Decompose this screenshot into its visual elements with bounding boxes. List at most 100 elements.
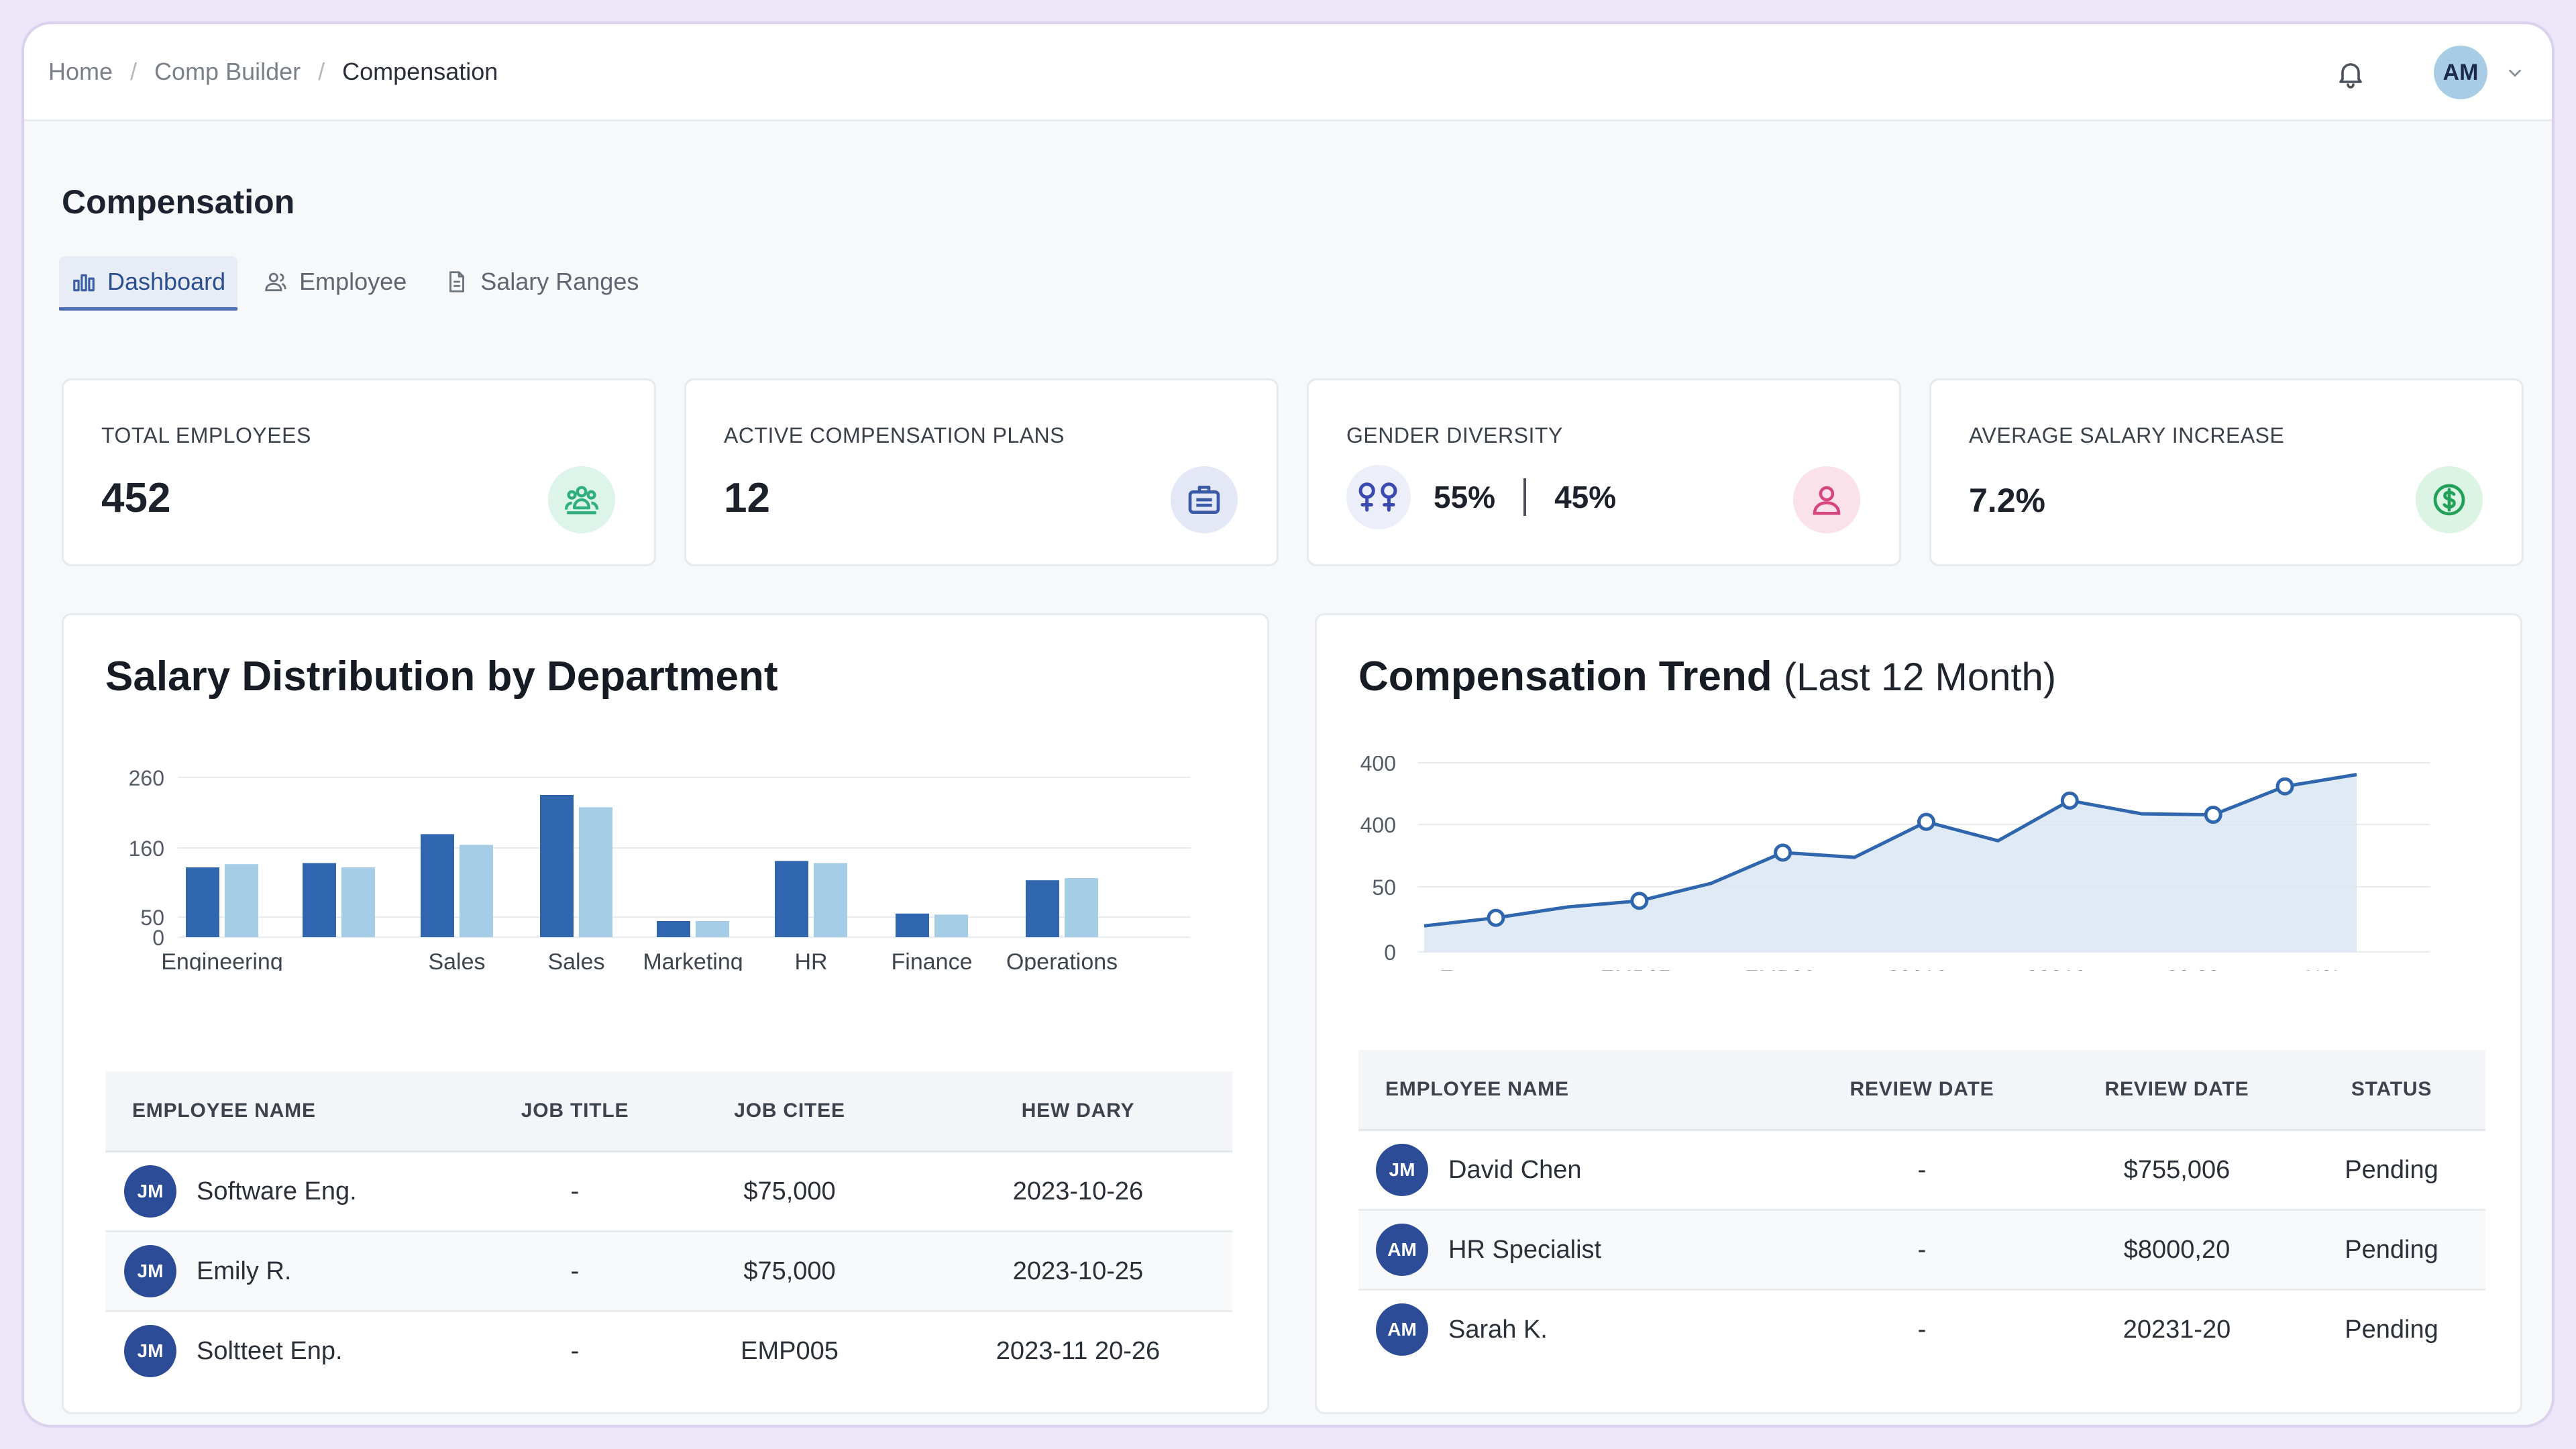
table-header: EMPLOYEE NAME JOB TITLE JOB CITEE HEW DA… xyxy=(105,1071,1232,1152)
column-header: REVIEW DATE xyxy=(1849,1078,1994,1100)
employee-name: HR Specialist xyxy=(1448,1235,1602,1264)
y-tick-label: 400 xyxy=(1360,756,1396,775)
chevron-down-icon[interactable] xyxy=(2504,62,2526,85)
person-icon xyxy=(1793,466,1860,533)
compensation-trend-panel: Compensation Trend (Last 12 Month) 400 40… xyxy=(1315,613,2522,1414)
bar xyxy=(696,921,729,937)
bar xyxy=(421,834,454,937)
stat-value: 12 xyxy=(724,475,770,521)
x-tick-label: Sales xyxy=(547,949,604,971)
bell-icon[interactable] xyxy=(2332,55,2369,93)
job-title: - xyxy=(570,1177,580,1205)
table-row[interactable]: JM Soltteet Enp. - EMP005 2023-11 20-26 xyxy=(105,1312,1232,1390)
data-point xyxy=(1917,812,1935,831)
breadcrumb-home[interactable]: Home xyxy=(48,58,113,85)
x-tick-label: Engineering xyxy=(161,949,282,971)
breadcrumb-separator: / xyxy=(318,58,325,85)
x-tick-label: Marketing xyxy=(643,949,743,971)
stat-card-salary-increase: AVERAGE SALARY INCREASE 7.2% xyxy=(1929,378,2524,566)
compensation-trend-chart: 400 400 50 0 Emrge EMP07 EMP06 20016 20016 20 22 N… xyxy=(1360,756,2430,971)
review-date: - xyxy=(1917,1155,1927,1184)
y-tick-label: 50 xyxy=(140,906,164,930)
gender-value-a: 55% xyxy=(1434,480,1496,515)
data-point xyxy=(2204,806,2222,824)
gender-values: 55% 45% xyxy=(1346,464,1616,531)
team-icon xyxy=(548,466,615,533)
review-value: 20231-20 xyxy=(2123,1315,2231,1344)
column-header: HEW DARY xyxy=(1021,1099,1135,1122)
column-header: JOB CITEE xyxy=(734,1099,845,1122)
area-fill xyxy=(1424,774,2357,952)
gender-symbol-icon xyxy=(1346,465,1411,529)
tab-salary-ranges[interactable]: Salary Ranges xyxy=(432,256,651,307)
avatar: AM xyxy=(1376,1224,1428,1276)
column-header: STATUS xyxy=(2351,1078,2432,1100)
hire-date: 2023-11 20-26 xyxy=(996,1336,1161,1365)
y-tick-label: 0 xyxy=(1384,941,1396,965)
review-value: $8000,20 xyxy=(2123,1235,2231,1264)
bar xyxy=(1065,878,1098,937)
employee-name: David Chen xyxy=(1448,1155,1582,1184)
stat-value: 7.2% xyxy=(1969,482,2045,519)
data-point xyxy=(1487,908,1505,927)
employee-name: Sarah K. xyxy=(1448,1315,1548,1344)
breadcrumb-comp-builder[interactable]: Comp Builder xyxy=(154,58,301,85)
tab-label: Salary Ranges xyxy=(480,268,639,295)
briefcase-icon xyxy=(1171,466,1238,533)
bar xyxy=(775,861,808,937)
table-row[interactable]: JM David Chen - $755,006 Pending xyxy=(1358,1131,2485,1211)
y-tick-label: 400 xyxy=(1360,813,1396,837)
stat-label: AVERAGE SALARY INCREASE xyxy=(1969,423,2285,447)
bar xyxy=(896,913,929,937)
review-date: - xyxy=(1917,1315,1927,1344)
data-point xyxy=(1774,843,1792,862)
avatar: JM xyxy=(124,1245,176,1297)
job-title: - xyxy=(570,1336,580,1365)
table-row[interactable]: AM Sarah K. - 20231-20 Pending xyxy=(1358,1291,2485,1368)
panel-title-main: Compensation Trend xyxy=(1358,653,1772,700)
bar xyxy=(303,863,336,937)
tab-label: Employee xyxy=(299,268,407,295)
x-tick-label: 20016 xyxy=(2027,966,2086,971)
table-row[interactable]: AM HR Specialist - $8000,20 Pending xyxy=(1358,1211,2485,1291)
tab-dashboard[interactable]: Dashboard xyxy=(59,256,238,311)
job-value: EMP005 xyxy=(741,1336,839,1365)
review-date: - xyxy=(1917,1235,1927,1264)
data-point xyxy=(1630,892,1649,910)
x-tick-label: Operations xyxy=(1006,949,1118,971)
data-point xyxy=(2060,791,2079,810)
tab-label: Dashboard xyxy=(107,268,226,295)
bar-chart-icon xyxy=(71,268,98,295)
tab-employee[interactable]: Employee xyxy=(251,256,419,307)
stat-label: GENDER DIVERSITY xyxy=(1346,423,1563,447)
breadcrumb-separator: / xyxy=(130,58,138,85)
trend-line xyxy=(1424,773,2357,928)
column-header: JOB TITLE xyxy=(521,1099,629,1122)
salary-table: EMPLOYEE NAME JOB TITLE JOB CITEE HEW DA… xyxy=(105,1071,1232,1390)
bar xyxy=(934,914,968,937)
top-bar: Home / Comp Builder / Compensation AM xyxy=(24,24,2552,121)
hire-date: 2023-10-25 xyxy=(1012,1256,1144,1285)
bar xyxy=(814,863,847,937)
avatar: JM xyxy=(1376,1144,1428,1196)
status: Pending xyxy=(2345,1235,2438,1264)
bar xyxy=(540,795,574,937)
column-header: EMPLOYEE NAME xyxy=(132,1099,316,1122)
y-tick-label: 260 xyxy=(129,766,164,790)
bar xyxy=(341,867,375,937)
hire-date: 2023-10-26 xyxy=(1012,1177,1144,1205)
bar xyxy=(225,864,258,937)
stat-card-total-employees: TOTAL EMPLOYEES 452 xyxy=(62,378,656,566)
employee-name: Software Eng. xyxy=(197,1177,357,1205)
table-row[interactable]: JM Software Eng. - $75,000 2023-10-26 xyxy=(105,1152,1232,1232)
table-row[interactable]: JM Emily R. - $75,000 2023-10-25 xyxy=(105,1232,1232,1312)
x-tick-label: Emrge xyxy=(1440,966,1503,971)
x-tick-label: 20016 xyxy=(1888,966,1947,971)
avatar: JM xyxy=(124,1165,176,1218)
panel-title: Compensation Trend (Last 12 Month) xyxy=(1358,653,2056,700)
job-title: - xyxy=(570,1256,580,1285)
x-tick-label: 20 22 xyxy=(2166,966,2220,971)
avatar: JM xyxy=(124,1325,176,1377)
employee-name: Soltteet Enp. xyxy=(197,1336,343,1365)
user-avatar[interactable]: AM xyxy=(2434,46,2487,99)
